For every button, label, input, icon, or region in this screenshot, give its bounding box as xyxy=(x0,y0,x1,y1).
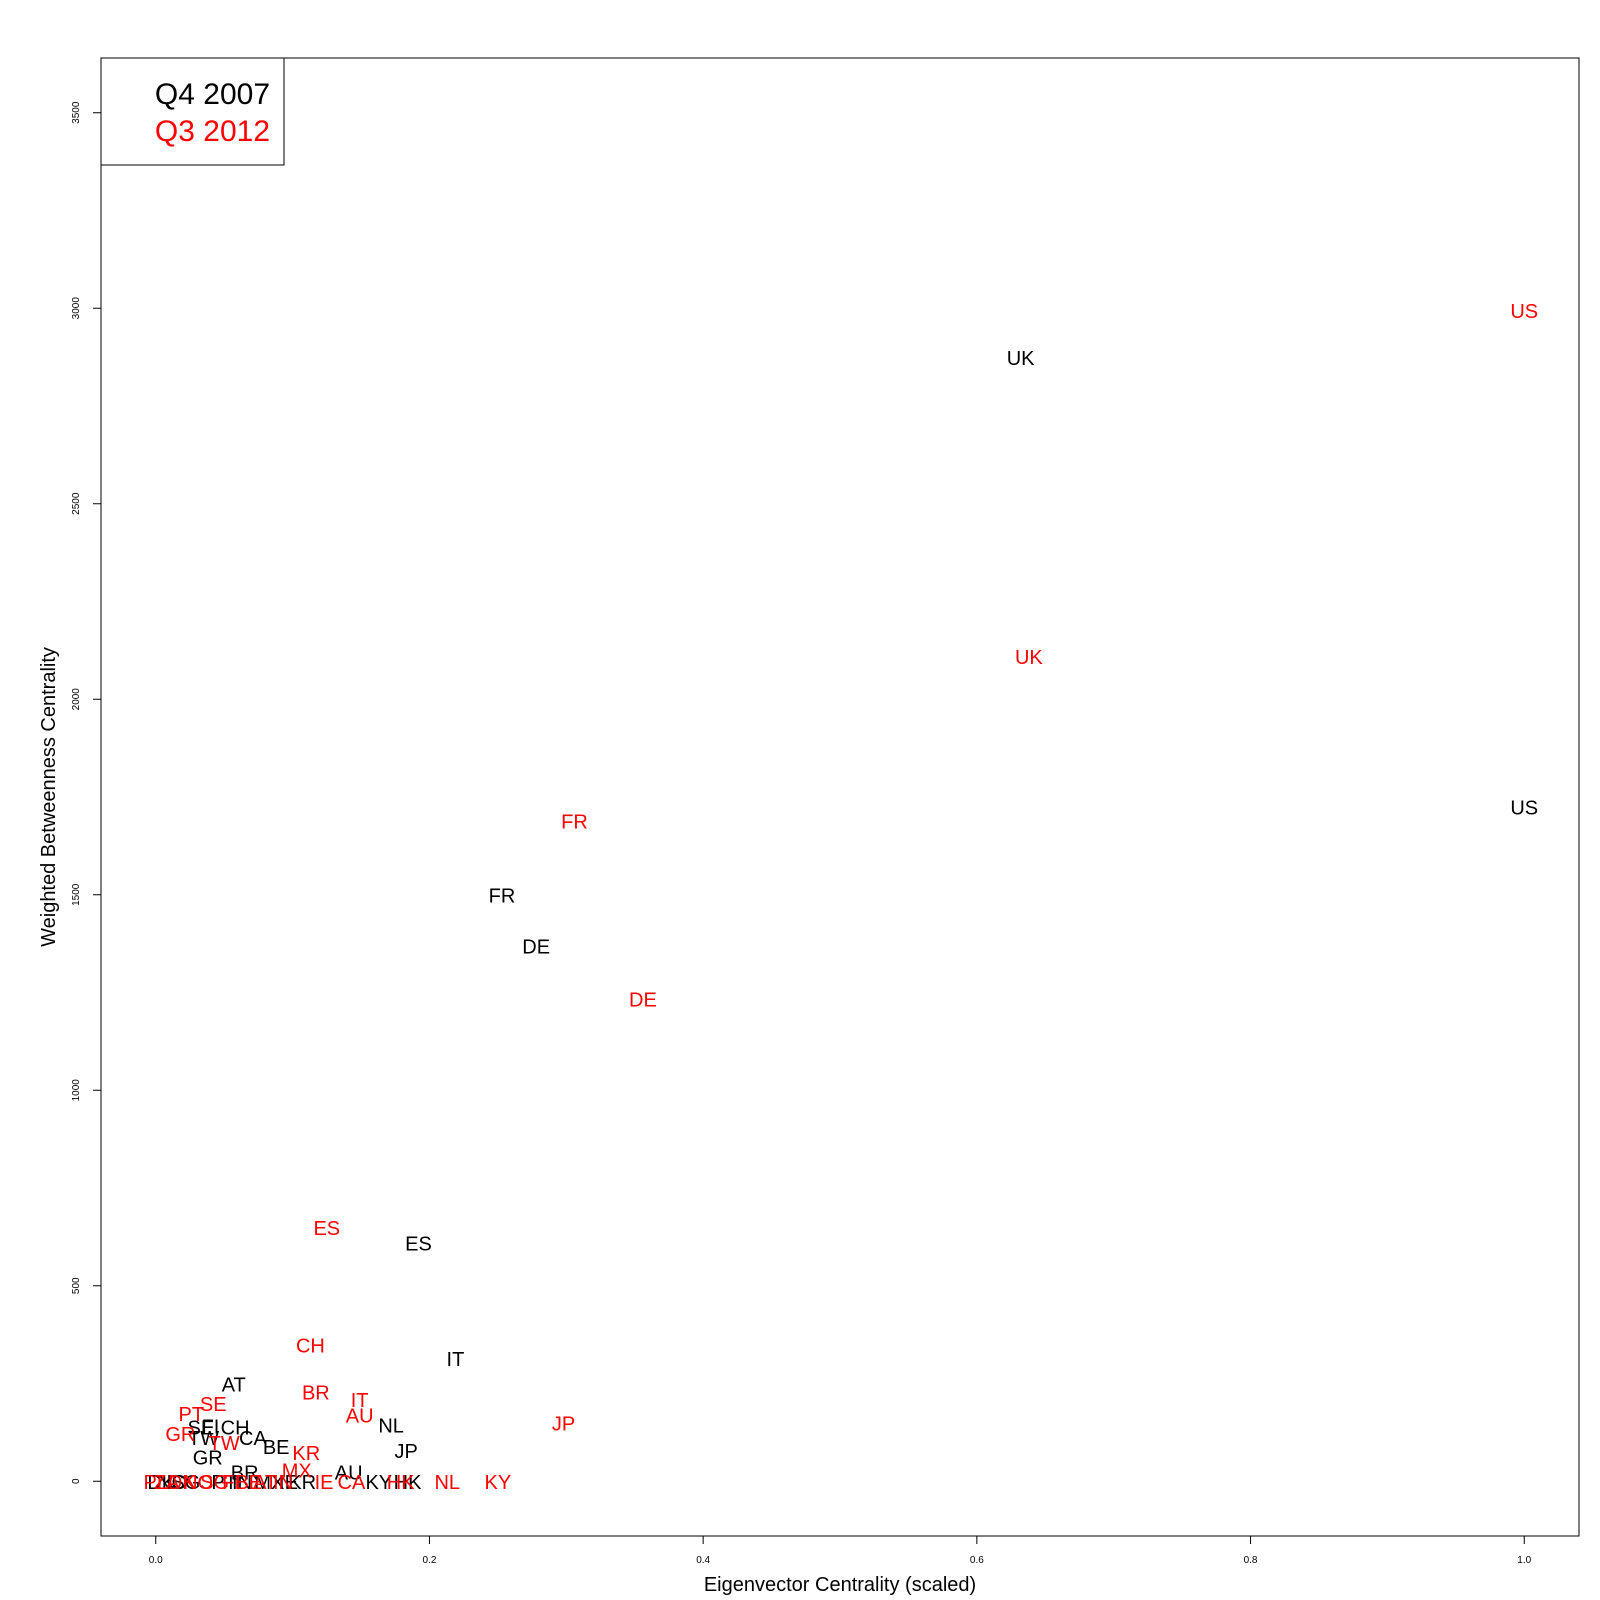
point-label-q4-2007-sg: SG xyxy=(171,1472,200,1494)
y-tick-label: 3000 xyxy=(71,297,82,320)
point-label-q3-2012-tw: TW xyxy=(209,1433,240,1455)
point-label-q3-2012-gr: GR xyxy=(165,1424,195,1446)
point-label-q3-2012-pl: PL xyxy=(144,1472,168,1494)
point-label-q3-2012-in: IN xyxy=(273,1472,293,1494)
y-tick-label: 3500 xyxy=(71,101,82,124)
x-tick-label: 0.2 xyxy=(422,1555,436,1566)
point-label-q4-2007-es: ES xyxy=(405,1234,432,1256)
point-label-q4-2007-be: BE xyxy=(263,1437,290,1459)
point-label-q4-2007-in: IN xyxy=(232,1472,252,1494)
point-label-q4-2007-nl: NL xyxy=(378,1416,404,1438)
point-label-q4-2007-ie: IE xyxy=(279,1472,298,1494)
point-label-q4-2007-at: AT xyxy=(222,1374,246,1396)
point-label-q3-2012-ch: CH xyxy=(296,1335,325,1357)
point-label-q4-2007-fi: FI xyxy=(202,1416,220,1438)
y-axis-title: Weighted Betweenness Centrality xyxy=(38,647,60,947)
point-label-q4-2007-mx: MX xyxy=(254,1472,284,1494)
legend-entry-q4-2007: Q4 2007 xyxy=(155,78,270,111)
point-label-q3-2012-kr: KR xyxy=(292,1443,320,1465)
y-axis: 0 500 1000 1500 2000 2500 3000 3500 xyxy=(71,101,102,1484)
point-label-q3-2012-it: IT xyxy=(351,1390,369,1412)
x-tick-label: 1.0 xyxy=(1517,1555,1531,1566)
point-label-q3-2012-ie: IE xyxy=(315,1472,334,1494)
y-tick-label: 2000 xyxy=(71,688,82,711)
point-label-q3-2012-se: SE xyxy=(200,1394,227,1416)
point-label-q3-2012-dk: DK xyxy=(168,1472,196,1494)
point-label-q4-2007-de: DE xyxy=(522,937,550,959)
point-label-q4-2007-se: SE xyxy=(188,1417,215,1439)
point-label-q3-2012-za: ZA xyxy=(154,1472,180,1494)
point-label-q3-2012-br: BR xyxy=(302,1382,330,1404)
point-label-q3-2012-hk: HK xyxy=(387,1472,415,1494)
point-label-q3-2012-uk: UK xyxy=(1015,647,1043,669)
point-label-q3-2012-us: US xyxy=(1510,301,1538,323)
point-label-q4-2007-kr: KR xyxy=(288,1472,316,1494)
point-label-q3-2012-no: NO xyxy=(183,1472,213,1494)
point-label-q3-2012-nl: NL xyxy=(434,1472,460,1494)
x-axis: 0.0 0.2 0.4 0.6 0.8 1.0 xyxy=(149,1535,1532,1566)
point-label-q3-2012-fr: FR xyxy=(561,811,588,833)
point-label-q3-2012-ca: CA xyxy=(338,1472,366,1494)
point-label-q4-2007-ky: KY xyxy=(365,1472,392,1494)
point-label-q4-2007-gr: GR xyxy=(193,1448,223,1470)
y-tick-label: 500 xyxy=(71,1277,82,1294)
x-tick-label: 0.8 xyxy=(1244,1555,1258,1566)
point-label-q3-2012-mx: MX xyxy=(282,1460,312,1482)
point-label-q4-2007-uk: UK xyxy=(1007,348,1035,370)
point-label-q4-2007-jp: JP xyxy=(395,1441,418,1463)
point-label-q4-2007-tw: TW xyxy=(188,1428,219,1450)
point-label-q4-2007-pt: PT xyxy=(211,1472,237,1494)
x-tick-label: 0.0 xyxy=(149,1555,163,1566)
y-tick-label: 1500 xyxy=(71,883,82,906)
point-label-q4-2007-no: NO xyxy=(157,1472,187,1494)
point-label-q4-2007-ch: CH xyxy=(221,1417,250,1439)
point-label-q4-2007-fr: FR xyxy=(489,886,516,908)
legend-box xyxy=(100,57,285,166)
point-label-q4-2007-dk: DK xyxy=(147,1472,175,1494)
point-label-q4-2007-us: US xyxy=(1510,798,1538,820)
x-tick-label: 0.6 xyxy=(970,1555,984,1566)
point-label-q3-2012-pt: PT xyxy=(179,1404,205,1426)
point-label-q3-2012-jp: JP xyxy=(552,1414,575,1436)
legend: Q4 2007 Q3 2012 xyxy=(100,57,285,166)
point-label-q4-2007-hk: HK xyxy=(394,1472,422,1494)
plot-frame xyxy=(100,57,1580,1537)
point-label-q3-2012-de: DE xyxy=(629,989,657,1011)
point-label-q3-2012-es: ES xyxy=(313,1218,340,1240)
legend-entry-q3-2012: Q3 2012 xyxy=(155,115,270,148)
point-label-q3-2012-au: AU xyxy=(346,1406,374,1428)
point-label-q3-2012-be: BE xyxy=(235,1472,262,1494)
x-axis-title: Eigenvector Centrality (scaled) xyxy=(704,1574,976,1596)
point-label-q4-2007-br: BR xyxy=(231,1462,259,1484)
x-tick-label: 0.4 xyxy=(696,1555,710,1566)
point-label-q4-2007-au: AU xyxy=(335,1462,363,1484)
y-tick-label: 0 xyxy=(71,1478,82,1484)
point-label-q3-2012-sg: SG xyxy=(200,1472,229,1494)
point-label-q3-2012-at: AT xyxy=(253,1472,277,1494)
point-label-q4-2007-it: IT xyxy=(447,1349,465,1371)
point-label-q3-2012-fi: FI xyxy=(222,1472,240,1494)
point-label-q4-2007-ca: CA xyxy=(239,1428,267,1450)
point-label-q3-2012-ky: KY xyxy=(485,1472,512,1494)
y-tick-label: 1000 xyxy=(71,1079,82,1102)
y-tick-label: 2500 xyxy=(71,492,82,515)
